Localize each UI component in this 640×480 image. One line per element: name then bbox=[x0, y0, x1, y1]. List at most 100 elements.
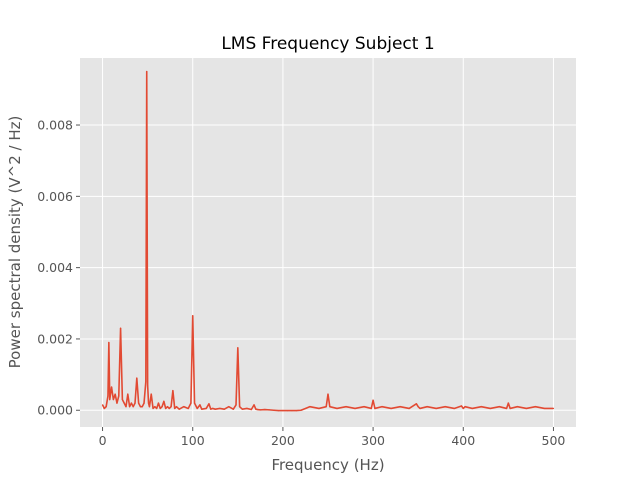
data-point bbox=[192, 315, 194, 317]
data-point bbox=[257, 408, 259, 411]
data-point bbox=[460, 405, 463, 407]
data-point bbox=[336, 407, 338, 410]
data-point bbox=[147, 384, 149, 386]
data-point bbox=[235, 404, 237, 406]
data-point bbox=[552, 407, 555, 410]
data-point bbox=[199, 404, 201, 406]
data-point bbox=[183, 406, 185, 408]
data-point bbox=[127, 393, 129, 395]
data-point bbox=[408, 407, 410, 410]
data-point bbox=[108, 341, 110, 344]
data-point bbox=[109, 398, 111, 401]
x-tick-label: 0 bbox=[99, 433, 107, 448]
data-point bbox=[145, 381, 147, 383]
data-point bbox=[264, 408, 266, 411]
data-point bbox=[211, 407, 214, 410]
data-point bbox=[118, 395, 120, 397]
data-point bbox=[152, 407, 154, 410]
data-point bbox=[168, 407, 170, 410]
x-tick-label: 100 bbox=[181, 433, 205, 448]
data-point bbox=[390, 407, 392, 410]
data-point bbox=[372, 399, 374, 401]
data-point bbox=[354, 407, 356, 410]
data-point bbox=[130, 402, 132, 404]
data-point bbox=[123, 402, 125, 404]
data-point bbox=[187, 407, 189, 410]
data-point bbox=[114, 393, 116, 395]
y-gridlines bbox=[80, 124, 576, 411]
data-point bbox=[136, 377, 138, 379]
data-point bbox=[138, 402, 140, 404]
data-point bbox=[161, 406, 163, 408]
data-point bbox=[112, 398, 114, 401]
series-layer bbox=[101, 70, 555, 412]
data-point bbox=[157, 402, 160, 404]
x-axis-ticks: 0 100 200 300 400 500 bbox=[99, 427, 565, 448]
data-point bbox=[223, 408, 225, 410]
data-point bbox=[246, 407, 248, 410]
x-tick-label: 200 bbox=[271, 433, 295, 448]
x-tick-label: 300 bbox=[361, 433, 385, 448]
data-point bbox=[453, 407, 455, 410]
x-axis-label: Frequency (Hz) bbox=[271, 456, 384, 474]
data-point bbox=[282, 410, 284, 412]
data-point bbox=[132, 406, 134, 408]
data-point bbox=[259, 409, 261, 411]
data-point bbox=[125, 406, 127, 408]
data-point bbox=[329, 406, 331, 408]
data-point bbox=[141, 406, 143, 408]
data-point bbox=[116, 402, 118, 404]
data-point bbox=[444, 406, 446, 408]
chart-title: LMS Frequency Subject 1 bbox=[221, 34, 434, 54]
data-point bbox=[268, 409, 270, 411]
data-point bbox=[237, 347, 239, 349]
data-point bbox=[193, 402, 196, 404]
data-point bbox=[163, 400, 165, 402]
data-point bbox=[253, 404, 255, 406]
data-point bbox=[175, 406, 178, 408]
data-point bbox=[480, 406, 482, 408]
data-point bbox=[134, 402, 136, 404]
data-point bbox=[201, 408, 203, 410]
data-point bbox=[277, 410, 279, 412]
data-point bbox=[426, 406, 428, 408]
data-point bbox=[172, 390, 174, 392]
data-point bbox=[239, 406, 241, 408]
data-point bbox=[489, 407, 491, 410]
data-point bbox=[241, 408, 243, 410]
data-point bbox=[210, 408, 212, 410]
data-point bbox=[509, 407, 511, 410]
data-point bbox=[214, 408, 216, 410]
data-point bbox=[159, 407, 161, 410]
y-tick-label: 0.006 bbox=[37, 189, 73, 204]
x-gridlines bbox=[102, 58, 554, 427]
data-point bbox=[255, 408, 257, 410]
data-point bbox=[304, 407, 307, 410]
data-point bbox=[345, 406, 347, 408]
plot-area bbox=[80, 58, 576, 427]
data-point bbox=[250, 408, 252, 411]
data-point bbox=[325, 406, 327, 408]
data-point bbox=[374, 407, 376, 410]
y-tick-label: 0.002 bbox=[37, 331, 73, 346]
data-point bbox=[291, 410, 293, 412]
data-point bbox=[505, 407, 508, 410]
data-point bbox=[166, 406, 169, 408]
data-point bbox=[228, 406, 230, 408]
y-tick-label: 0.008 bbox=[37, 118, 73, 133]
data-point bbox=[129, 406, 131, 408]
x-tick-label: 400 bbox=[451, 433, 475, 448]
data-point bbox=[273, 409, 275, 411]
data-point bbox=[318, 407, 320, 410]
y-tick-label: 0.000 bbox=[37, 403, 73, 418]
data-point bbox=[286, 410, 289, 412]
data-point bbox=[219, 407, 221, 410]
data-point bbox=[165, 407, 167, 410]
data-point bbox=[399, 406, 401, 408]
data-point bbox=[105, 406, 107, 408]
data-point bbox=[156, 407, 158, 410]
data-point bbox=[107, 395, 109, 397]
data-point bbox=[300, 409, 302, 411]
y-tick-label: 0.004 bbox=[37, 260, 73, 275]
